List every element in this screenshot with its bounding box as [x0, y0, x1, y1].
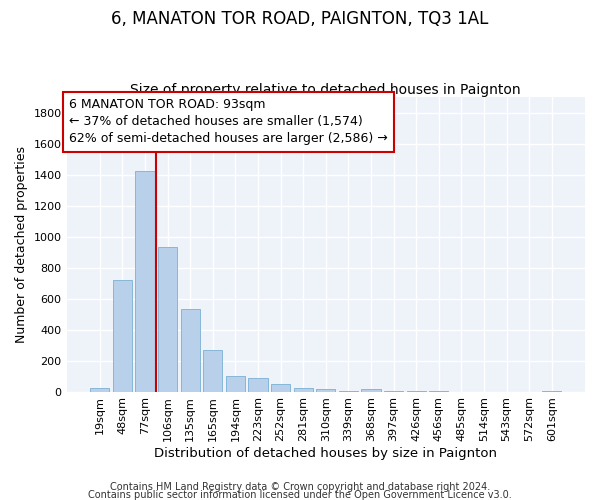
Bar: [90, 388, 109, 392]
Y-axis label: Number of detached properties: Number of detached properties: [15, 146, 28, 343]
Bar: [316, 390, 335, 392]
Text: 6, MANATON TOR ROAD, PAIGNTON, TQ3 1AL: 6, MANATON TOR ROAD, PAIGNTON, TQ3 1AL: [112, 10, 488, 28]
Bar: [226, 376, 245, 392]
Bar: [248, 378, 268, 392]
Bar: [158, 246, 177, 392]
Bar: [542, 391, 562, 392]
Bar: [136, 172, 155, 392]
X-axis label: Distribution of detached houses by size in Paignton: Distribution of detached houses by size …: [154, 447, 497, 460]
Title: Size of property relative to detached houses in Paignton: Size of property relative to detached ho…: [130, 83, 521, 97]
Bar: [339, 391, 358, 392]
Text: Contains HM Land Registry data © Crown copyright and database right 2024.: Contains HM Land Registry data © Crown c…: [110, 482, 490, 492]
Bar: [203, 350, 223, 392]
Bar: [271, 384, 290, 392]
Bar: [181, 310, 200, 392]
Bar: [361, 390, 380, 392]
Text: Contains public sector information licensed under the Open Government Licence v3: Contains public sector information licen…: [88, 490, 512, 500]
Bar: [113, 280, 132, 392]
Bar: [293, 388, 313, 392]
Text: 6 MANATON TOR ROAD: 93sqm
← 37% of detached houses are smaller (1,574)
62% of se: 6 MANATON TOR ROAD: 93sqm ← 37% of detac…: [69, 98, 388, 146]
